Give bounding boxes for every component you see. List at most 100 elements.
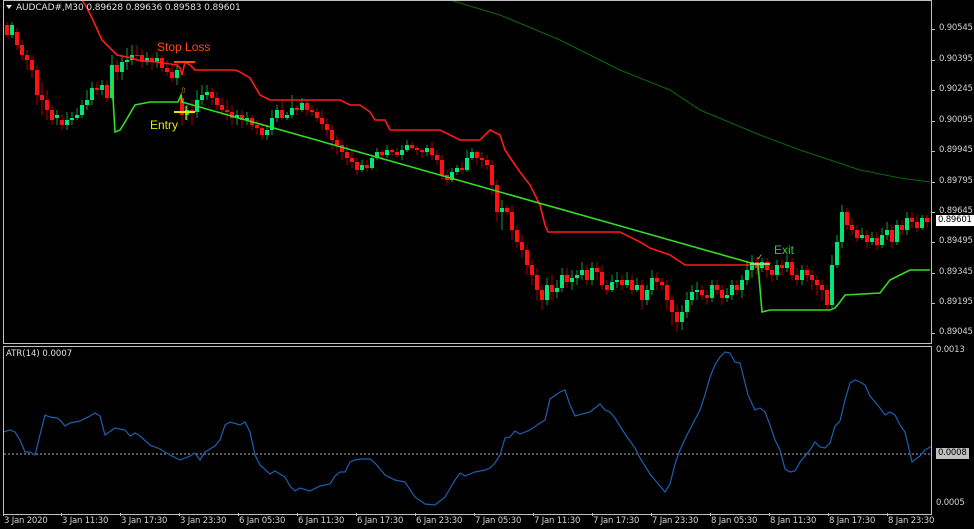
- candle: [25, 55, 29, 60]
- candle: [390, 150, 394, 152]
- candle: [170, 72, 174, 78]
- atr-indicator-panel[interactable]: [3, 346, 932, 515]
- moving-average-line: [451, 1, 931, 183]
- candle: [700, 290, 704, 295]
- candle: [585, 270, 589, 280]
- candle: [560, 275, 564, 288]
- time-tick: [887, 513, 888, 516]
- symbol-info: AUDCAD#,M30 0.89628 0.89636 0.89583 0.89…: [6, 3, 241, 13]
- candle: [260, 128, 264, 135]
- candle: [590, 268, 594, 280]
- candle: [795, 275, 799, 280]
- candles-group: ⇧✓: [5, 1, 931, 332]
- candle: [395, 152, 399, 155]
- candle: [20, 45, 24, 55]
- candle: [290, 108, 294, 115]
- time-tick: [238, 513, 239, 516]
- candle: [205, 92, 209, 95]
- time-tick: [474, 513, 475, 516]
- candle: [295, 108, 299, 110]
- price-tick-label: 0.90095: [939, 115, 973, 125]
- candle: [320, 118, 324, 124]
- candle: [660, 282, 664, 285]
- candle: [765, 262, 769, 270]
- candle: [420, 150, 424, 152]
- candle: [570, 278, 574, 282]
- atr-group: [4, 351, 931, 506]
- candle: [715, 285, 719, 290]
- candle: [675, 312, 679, 322]
- candle: [825, 290, 829, 305]
- candle: [565, 275, 569, 282]
- trailing-stop-green-line: [111, 79, 930, 314]
- candle: [725, 295, 729, 298]
- time-label: 8 Jan 05:30: [711, 516, 758, 526]
- candle: [10, 25, 14, 35]
- time-tick: [297, 513, 298, 516]
- candle: [655, 278, 659, 282]
- time-tick: [179, 513, 180, 516]
- candle: [470, 152, 474, 158]
- candle: [60, 120, 64, 125]
- time-label: 6 Jan 23:30: [416, 516, 463, 526]
- time-label: 6 Jan 17:30: [357, 516, 404, 526]
- candle: [340, 145, 344, 152]
- candle: [350, 158, 354, 162]
- candle: [225, 110, 229, 112]
- candle: [500, 208, 504, 212]
- stop-loss-label: Stop Loss: [157, 40, 211, 54]
- time-label: 3 Jan 17:30: [121, 516, 168, 526]
- candle: [400, 150, 404, 155]
- candle: [125, 60, 129, 62]
- time-label: 8 Jan 17:30: [829, 516, 876, 526]
- candle: [30, 60, 34, 70]
- price-tick: [932, 242, 935, 243]
- candle: [850, 225, 854, 230]
- candle: [145, 58, 149, 62]
- candle: [335, 140, 339, 145]
- candle: [150, 58, 154, 62]
- candle: [40, 95, 44, 100]
- candle: [810, 275, 814, 280]
- candle: [120, 62, 124, 72]
- candle: [155, 58, 159, 62]
- candle: [580, 270, 584, 275]
- candle: [485, 160, 489, 165]
- time-tick: [61, 513, 62, 516]
- candle: [595, 268, 599, 272]
- candle: [915, 222, 919, 228]
- price-tick: [932, 151, 935, 152]
- price-chart-panel[interactable]: [3, 0, 932, 344]
- candle: [780, 265, 784, 268]
- time-label: 7 Jan 17:30: [593, 516, 640, 526]
- atr-scale-label: 0.0013: [936, 345, 965, 355]
- candle: [620, 280, 624, 285]
- candle: [820, 285, 824, 290]
- price-tick: [932, 29, 935, 30]
- candle: [425, 148, 429, 152]
- price-tick-label: 0.89795: [939, 176, 973, 186]
- entry-label: Entry: [150, 118, 179, 132]
- candle: [745, 270, 749, 280]
- price-tick: [932, 121, 935, 122]
- candle: [845, 212, 849, 225]
- time-label: 8 Jan 11:30: [770, 516, 817, 526]
- time-tick: [828, 513, 829, 516]
- candle: [905, 218, 909, 230]
- candle: [455, 168, 459, 172]
- candle: [15, 32, 19, 45]
- candle: [705, 295, 709, 298]
- candle: [135, 55, 139, 56]
- candle: [530, 265, 534, 275]
- time-label: 8 Jan 23:30: [888, 516, 935, 526]
- candle: [870, 238, 874, 242]
- candle: [800, 270, 804, 280]
- candle: [55, 115, 59, 118]
- candle: [615, 280, 619, 282]
- dropdown-arrow-icon[interactable]: [6, 5, 12, 9]
- current-price-label: 0.89601: [936, 215, 974, 226]
- candle: [285, 115, 289, 118]
- time-tick: [356, 513, 357, 516]
- price-tick: [932, 212, 935, 213]
